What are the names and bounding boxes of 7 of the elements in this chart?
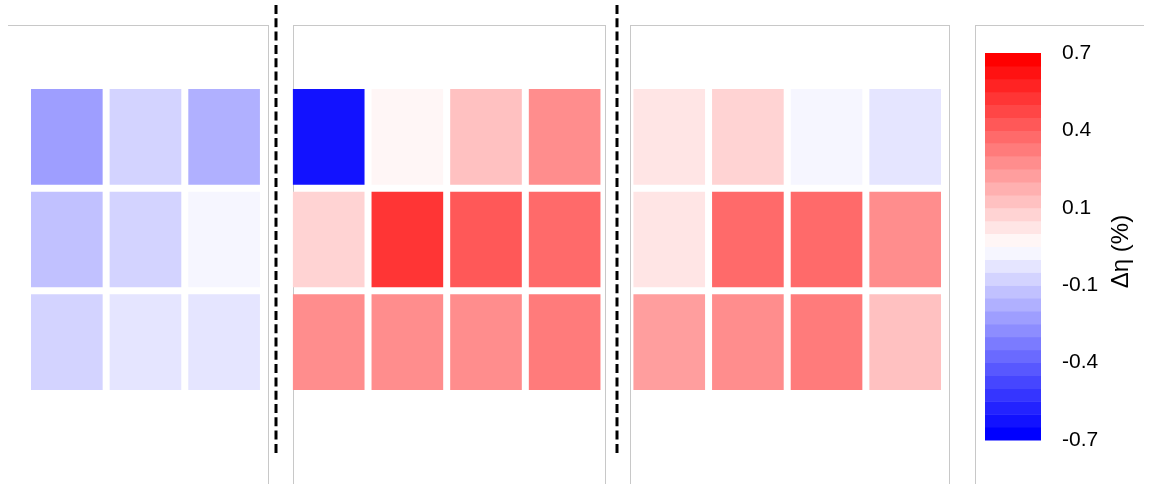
color-bar-label: -0.4: [1062, 349, 1099, 373]
color-bar-label: 0.1: [1062, 194, 1092, 218]
color-bar-label: -0.1: [1062, 272, 1099, 295]
color-bar-title: Δη (%): [1105, 214, 1133, 289]
color-bar-label: 0.7: [1062, 39, 1092, 63]
color-bar-label: -0.7: [1062, 426, 1099, 450]
color-bar-label: 0.4: [1062, 117, 1092, 141]
